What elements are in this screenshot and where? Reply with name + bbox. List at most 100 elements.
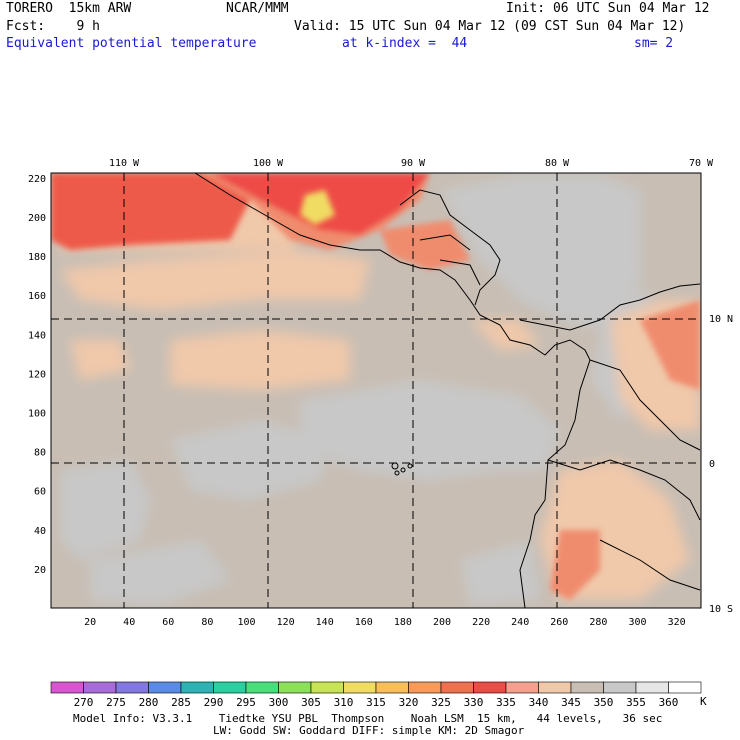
colorbar-label: 285 [171,696,191,709]
colorbar-swatch [505,681,539,694]
x-tick-label: 280 [589,617,607,628]
colorbar-label: 295 [236,696,256,709]
colorbar-swatch [603,681,637,694]
hot-region-nw [51,173,250,250]
colorbar-label: 330 [463,696,484,709]
colorbar-label: 335 [496,696,516,709]
y-tick-label: 180 [28,252,46,263]
colorbar-label: 305 [301,696,321,709]
colorbar-swatch [278,681,312,694]
cool-region-mid [170,420,330,500]
theta-e-field [51,173,701,608]
hot-region-venezuela [640,300,700,390]
colorbar-unit: K [700,695,707,708]
warm-region-panama [470,320,540,350]
footer-model-info: Model Info: V3.3.1 Tiedtke YSU PBL Thomp… [73,712,663,725]
lat-label-10n: 10 N [709,314,733,325]
colorbar-swatch [245,681,279,694]
x-tick-label: 60 [162,617,174,628]
valid-time: Valid: 15 UTC Sun 04 Mar 12 (09 CST Sun … [294,19,686,34]
x-tick-label: 220 [472,617,490,628]
center-name: NCAR/MMM [226,1,289,16]
galapagos-island-2 [400,467,406,473]
x-tick-label: 260 [550,617,568,628]
lat-lon-grid [51,173,701,608]
colorbar-swatch [440,681,474,694]
colorbar-label: 360 [658,696,679,709]
init-time: Init: 06 UTC Sun 04 Mar 12 [506,1,710,16]
level-info: at k-index = 44 [342,36,468,51]
y-tick-label: 140 [28,330,46,341]
x-tick-label: 240 [511,617,529,628]
forecast-hour: Fcst: 9 h [6,19,100,34]
y-tick-label: 40 [34,526,46,537]
colombia-border [589,359,701,451]
lon-label-80w: 80 W [545,158,570,169]
colorbar-label: 320 [398,696,419,709]
colorbar-label: 275 [106,696,126,709]
model-name: TORERO 15km ARW [6,1,132,16]
hot-region-peru [550,530,600,600]
x-tick-label: 200 [433,617,451,628]
coastlines [194,173,701,608]
cool-region-west [60,460,150,560]
x-tick-label: 300 [628,617,646,628]
y-tick-label: 200 [28,213,46,224]
colorbar-swatch [375,681,409,694]
colorbar-swatch [570,681,604,694]
y-tick-label: 120 [28,369,46,380]
colorbar-label: 290 [203,696,224,709]
colorbar-swatch [213,681,247,694]
y-axis-ticks: 20 40 60 80 100 120 140 160 180 200 220 [28,174,46,576]
pacific-coastline [194,173,591,608]
lon-label-110w: 110 W [109,158,140,169]
y-tick-label: 220 [28,174,46,185]
x-tick-label: 80 [201,617,213,628]
lon-label-90w: 90 W [401,158,426,169]
galapagos-island-3 [394,470,400,476]
warm-band-north [60,250,370,310]
x-tick-label: 20 [84,617,96,628]
x-tick-label: 140 [316,617,334,628]
colorbar-label: 310 [333,696,354,709]
footer-physics-info: LW: Godd SW: Goddard DIFF: simple KM: 2D… [213,724,525,737]
smoothing-info: sm= 2 [634,36,674,51]
x-tick-label: 40 [123,617,135,628]
colorbar-label: 325 [431,696,451,709]
map-frame [50,172,702,609]
colorbar-swatch [310,681,344,694]
y-tick-label: 160 [28,291,46,302]
colorbar-label: 345 [561,696,581,709]
colorbar-swatch [115,681,149,694]
hot-region-guatemala [380,220,470,270]
colorbar-swatch [473,681,507,694]
x-tick-label: 120 [277,617,295,628]
warm-region-center [170,330,350,390]
y-tick-label: 20 [34,565,46,576]
colorbar-label: 300 [268,696,289,709]
colorbar-swatch [538,681,572,694]
colorbar [50,681,702,694]
colorbar-label: 350 [593,696,614,709]
colorbar-label: 340 [528,696,549,709]
peak-core [300,190,335,225]
x-tick-label: 160 [355,617,373,628]
colorbar-label: 315 [366,696,386,709]
cool-region-caribbean [440,175,640,330]
colorbar-swatch [50,681,84,694]
warm-region-west [70,340,130,380]
colorbar-swatch [668,681,702,694]
y-tick-label: 80 [34,448,46,459]
colorbar-swatch [408,681,442,694]
nicaragua-border [439,259,481,286]
caribbean-coast-south-america [519,283,701,331]
peru-brazil-border [599,539,701,591]
colorbar-swatch [148,681,182,694]
colorbar-label: 270 [73,696,94,709]
y-tick-label: 60 [34,487,46,498]
x-tick-label: 180 [394,617,412,628]
cool-region-se [460,540,540,605]
x-tick-label: 100 [237,617,255,628]
colorbar-swatch [83,681,117,694]
